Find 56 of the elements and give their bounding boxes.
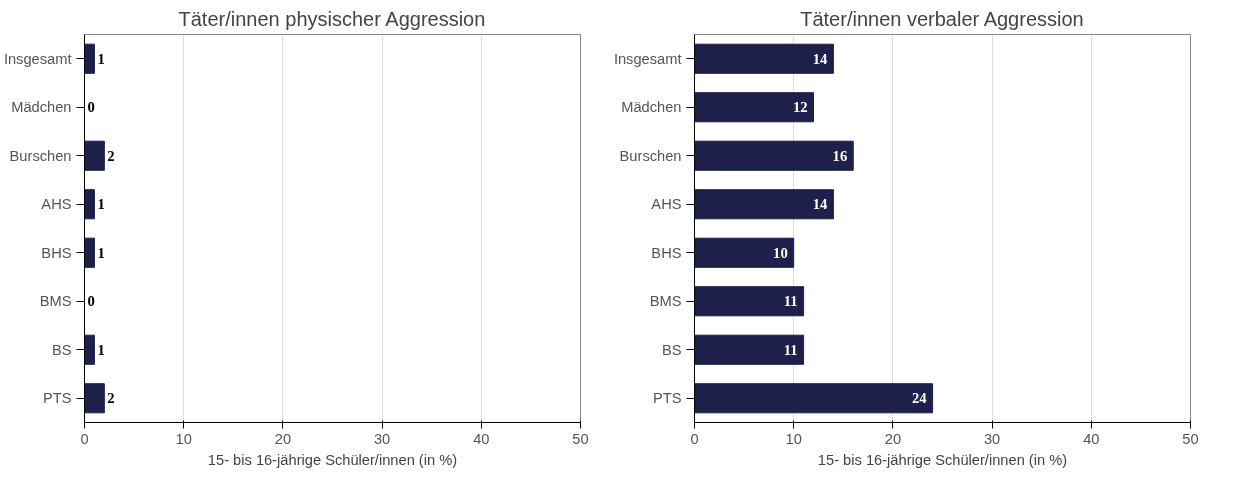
y-tick-label: PTS [653,390,682,407]
x-tick-label: 40 [1083,430,1100,447]
y-tick-label: AHS [651,196,682,213]
y-tick-label: Mädchen [621,99,682,116]
x-tick-label: 40 [473,430,490,447]
y-tick-label: Burschen [619,147,682,164]
y-tick-label: BHS [651,244,682,261]
y-tick-label: Insgesamt [613,50,682,67]
data-label: 12 [792,99,808,116]
bar [694,92,815,123]
data-label: 14 [812,50,829,67]
data-label: 2 [107,390,115,407]
x-tick-label: 30 [983,430,1001,447]
x-tick-label: 0 [80,430,89,447]
chart-title: Täter/innen physischer Aggression [178,7,486,30]
y-tick-label: Burschen [9,147,72,164]
x-tick-label: 50 [1182,430,1199,447]
data-label: 1 [97,50,105,67]
y-tick-label: AHS [41,196,72,213]
data-label: 1 [97,196,105,213]
bar [694,237,795,268]
y-tick-label: Mädchen [11,99,72,116]
y-tick-label: BS [661,341,682,358]
data-label: 14 [812,196,829,213]
data-label: 1 [97,341,105,358]
x-tick-label: 50 [572,430,589,447]
x-tick-label: 20 [274,430,292,447]
data-label: 11 [783,341,798,358]
data-label: 0 [87,99,95,116]
x-axis-title: 15- bis 16-jährige Schüler/innen (in %) [817,451,1068,468]
data-label: 2 [107,147,115,164]
data-label: 24 [911,390,928,407]
y-tick-label: BMS [649,293,682,310]
data-label: 1 [97,244,105,261]
bar [694,140,854,171]
data-label: 10 [773,244,788,261]
y-tick-label: PTS [43,390,72,407]
bar [694,383,934,414]
chart-title: Täter/innen verbaler Aggression [800,7,1084,30]
y-tick-label: BS [51,341,72,358]
x-tick-label: 10 [175,430,192,447]
y-tick-label: BHS [41,244,72,261]
x-axis-title: 15- bis 16-jährige Schüler/innen (in %) [207,451,458,468]
bar [694,189,834,220]
x-tick-label: 10 [785,430,802,447]
x-tick-label: 0 [690,430,699,447]
y-tick-label: BMS [39,293,72,310]
bar [694,43,834,74]
x-tick-label: 30 [373,430,391,447]
bar [694,286,805,317]
x-tick-label: 20 [884,430,902,447]
bar [694,334,805,365]
data-label: 11 [783,293,798,310]
y-tick-label: Insgesamt [3,50,72,67]
data-label: 16 [832,147,848,164]
data-label: 0 [87,293,95,310]
